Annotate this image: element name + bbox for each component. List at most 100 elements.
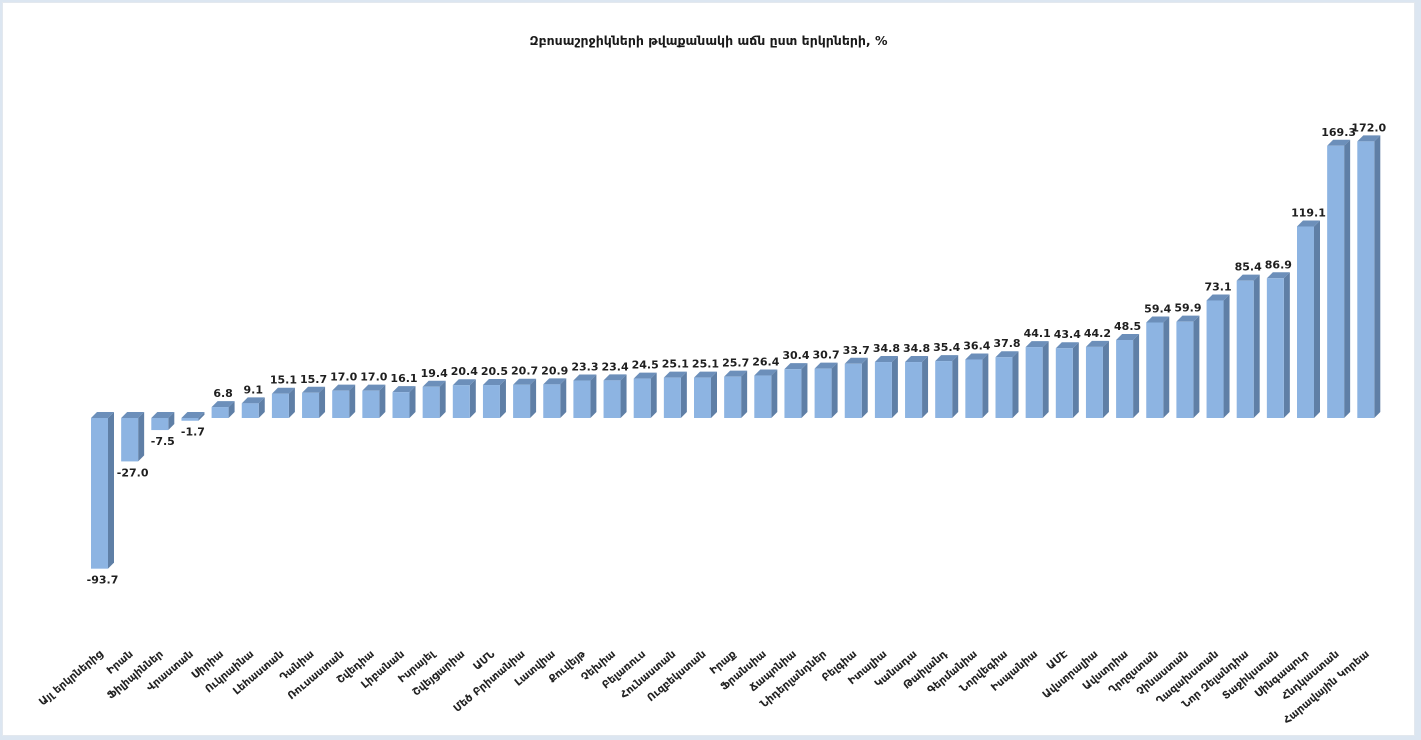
bar-37: [1206, 300, 1224, 418]
data-label-9: 17.0: [360, 371, 387, 384]
data-label-29: 36.4: [963, 339, 990, 352]
data-label-14: 20.7: [511, 365, 538, 378]
bar-top-17: [603, 374, 627, 381]
bar-top-22: [754, 369, 778, 376]
bar-top-26: [874, 356, 898, 363]
bar-9: [362, 390, 380, 418]
bar-side-32: [1072, 342, 1079, 418]
bar-top-18: [633, 372, 657, 379]
bar-top-31: [1025, 341, 1049, 348]
bar-top-13: [482, 379, 506, 386]
bar-top-6: [271, 387, 295, 394]
data-label-6: 15.1: [270, 374, 297, 387]
bar-top-0: [91, 412, 114, 418]
bar-39: [1266, 278, 1284, 418]
bar-1: [121, 418, 139, 462]
bar-side-4: [228, 401, 235, 418]
bar-side-12: [469, 379, 476, 418]
bar-31: [1025, 347, 1043, 418]
bar-top-9: [362, 384, 386, 391]
data-label-24: 30.7: [813, 349, 840, 362]
bar-top-16: [573, 374, 597, 381]
bar-top-39: [1266, 272, 1290, 279]
data-label-3: -1.7: [181, 426, 205, 439]
bar-side-11: [439, 380, 446, 418]
bar-side-25: [861, 357, 868, 418]
bar-side-30: [1012, 351, 1019, 418]
bar-top-37: [1206, 294, 1230, 301]
bar-21: [724, 376, 742, 418]
data-label-21: 25.7: [722, 357, 749, 370]
data-label-2: -7.5: [151, 435, 175, 448]
bar-top-20: [694, 371, 717, 378]
bar-side-23: [801, 363, 808, 418]
bar-29: [965, 359, 983, 418]
data-label-27: 34.8: [903, 342, 930, 355]
data-label-28: 35.4: [933, 341, 960, 354]
bar-top-21: [724, 370, 748, 377]
bar-32: [1055, 348, 1073, 418]
bar-top-1: [121, 412, 145, 418]
bar-side-21: [741, 370, 748, 418]
bar-side-24: [831, 362, 838, 418]
bar-side-33: [1102, 340, 1109, 418]
data-label-31: 44.1: [1024, 327, 1051, 340]
bar-20: [694, 377, 711, 418]
bar-top-19: [663, 371, 687, 378]
bar-side-13: [499, 379, 506, 418]
bar-35: [1146, 322, 1164, 418]
bar-top-30: [995, 351, 1019, 358]
bar-top-28: [935, 355, 959, 362]
bar-top-25: [844, 357, 868, 364]
bar-side-0: [108, 412, 114, 569]
bar-side-17: [620, 374, 627, 418]
bar-side-37: [1223, 294, 1230, 418]
data-label-8: 17.0: [330, 371, 357, 384]
bar-4: [211, 407, 229, 418]
bar-side-41: [1344, 139, 1351, 418]
bar-side-7: [319, 386, 326, 418]
bar-25: [844, 363, 862, 418]
bar-6: [271, 393, 289, 418]
bar-top-35: [1146, 316, 1170, 323]
data-label-23: 30.4: [782, 349, 809, 362]
bar-38: [1236, 280, 1254, 418]
bar-top-41: [1327, 139, 1351, 146]
category-label-0: Այլ երկրներից: [37, 648, 106, 708]
bar-19: [663, 377, 681, 418]
data-label-25: 33.7: [843, 344, 870, 357]
bar-top-38: [1236, 274, 1260, 281]
bar-3: [181, 418, 199, 421]
bar-27: [905, 362, 923, 418]
bar-top-7: [302, 386, 326, 393]
data-label-20: 25.1: [692, 358, 719, 371]
bar-side-27: [922, 356, 929, 418]
bar-23: [784, 369, 802, 418]
bar-top-40: [1297, 220, 1320, 227]
data-label-5: 9.1: [244, 383, 264, 396]
bar-side-35: [1163, 316, 1170, 418]
bar-side-15: [560, 378, 567, 418]
bar-16: [573, 380, 591, 418]
bar-12: [452, 385, 470, 418]
bar-top-14: [513, 378, 537, 385]
bar-side-40: [1314, 220, 1320, 418]
bar-side-39: [1283, 272, 1290, 418]
data-label-32: 43.4: [1054, 328, 1081, 341]
bar-side-36: [1193, 315, 1200, 418]
data-label-42: 172.0: [1351, 121, 1386, 134]
bar-side-5: [258, 397, 265, 418]
bar-side-20: [711, 371, 717, 418]
data-label-26: 34.8: [873, 342, 900, 355]
bar-0: [91, 418, 108, 569]
bar-side-29: [982, 353, 989, 418]
bar-42: [1357, 141, 1375, 418]
data-label-11: 19.4: [421, 367, 448, 380]
data-label-39: 86.9: [1265, 258, 1292, 271]
bar-18: [633, 378, 651, 418]
bar-side-18: [650, 372, 657, 418]
bar-top-12: [452, 379, 476, 386]
data-label-37: 73.1: [1204, 280, 1231, 293]
data-label-22: 26.4: [752, 356, 779, 369]
